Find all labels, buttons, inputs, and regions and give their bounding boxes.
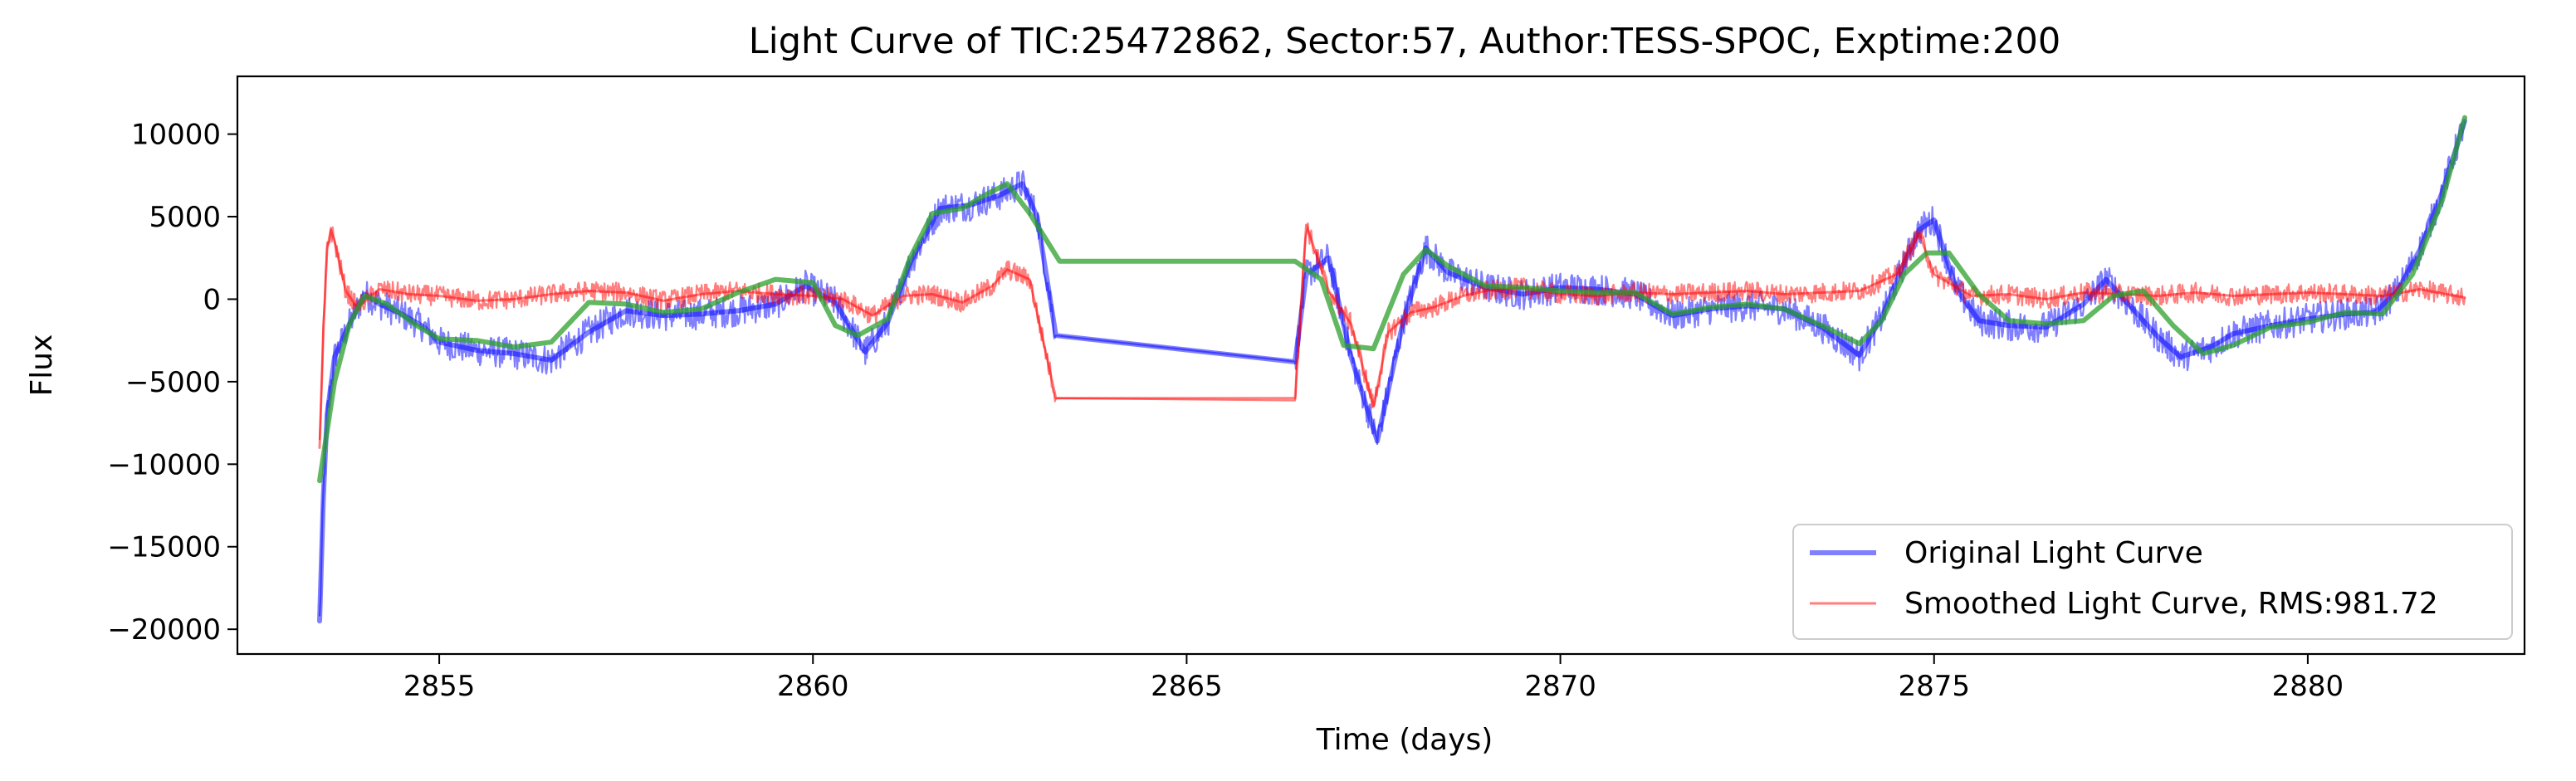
x-tick-label: 2880	[2272, 670, 2344, 703]
y-tick-label: 10000	[131, 119, 221, 152]
series-smoothed-light-curve-band	[318, 222, 2466, 441]
chart-title: Light Curve of TIC:25472862, Sector:57, …	[749, 21, 2060, 62]
x-tick-label: 2870	[1524, 670, 1596, 703]
plot-frame	[236, 75, 2526, 656]
y-tick-label: 0	[203, 283, 221, 316]
x-tick-label: 2860	[777, 670, 849, 703]
series-trend-fit	[317, 115, 2467, 484]
y-axis-ticks: −20000 −15000 −10000 −5000 0 5000 10000	[107, 119, 237, 647]
series-original-light-curve	[317, 118, 2467, 624]
legend-box	[1792, 524, 2513, 640]
x-tick-label: 2875	[1898, 670, 1970, 703]
y-tick-label: −5000	[125, 366, 221, 399]
legend-label-smoothed: Smoothed Light Curve, RMS:981.72	[1904, 587, 2438, 621]
series-smoothed-light-curve	[318, 223, 2466, 449]
y-tick-label: 5000	[149, 201, 221, 234]
y-tick-label: −10000	[107, 448, 221, 481]
x-tick-label: 2865	[1151, 670, 1223, 703]
series-layer	[317, 115, 2467, 624]
y-axis-label: Flux	[25, 334, 59, 397]
legend: Original Light Curve Smoothed Light Curv…	[1792, 524, 2513, 640]
x-axis-label: Time (days)	[1316, 723, 1493, 757]
plot-area	[236, 75, 2526, 656]
x-axis-ticks: 2855 2860 2865 2870 2875 2880	[403, 654, 2344, 703]
legend-label-original: Original Light Curve	[1904, 536, 2203, 570]
x-tick-label: 2855	[403, 670, 476, 703]
y-tick-label: −15000	[107, 531, 221, 564]
y-tick-label: −20000	[107, 613, 221, 647]
